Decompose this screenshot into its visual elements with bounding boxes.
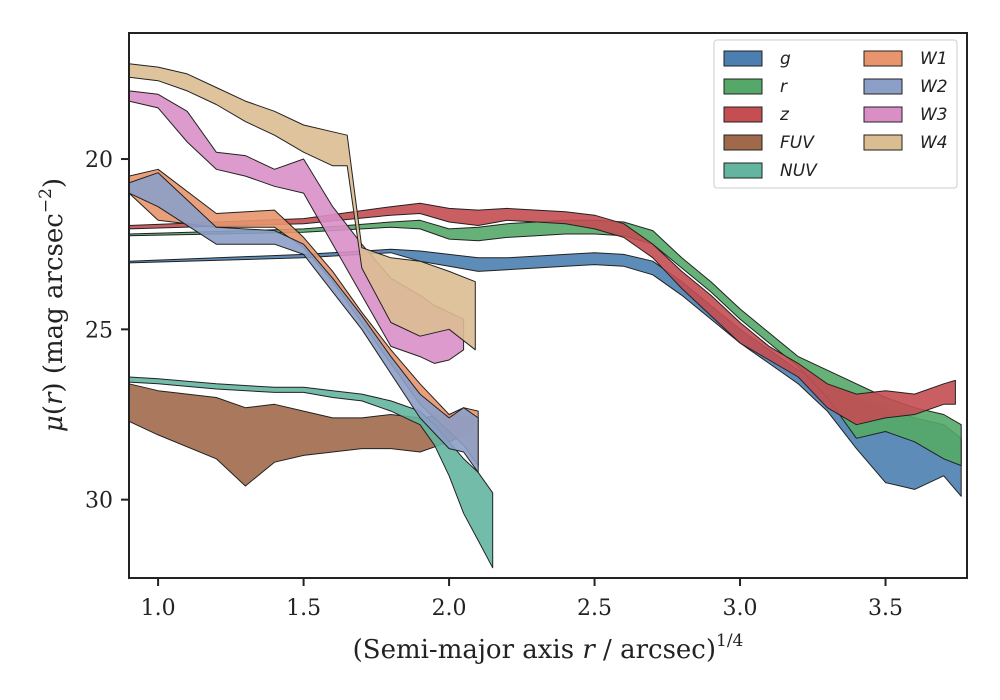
legend-swatch-w3	[863, 106, 903, 123]
band-nuv	[128, 376, 494, 569]
legend: grz FUV NUV W1 W2 W3 W4	[713, 39, 958, 189]
legend-swatch-z	[723, 106, 763, 123]
legend-swatch-fuv	[723, 134, 763, 151]
legend-label-g: g	[780, 49, 791, 69]
y-tick-label: 25	[85, 318, 113, 343]
legend-label-w1: W1	[920, 49, 948, 69]
legend-swatch-g	[723, 50, 763, 67]
legend-label-w4: W4	[920, 133, 948, 153]
x-tick-label: 2.0	[432, 596, 467, 621]
legend-label-fuv: FUV	[780, 133, 815, 153]
band-layer	[128, 63, 962, 569]
band-w4	[128, 63, 476, 351]
legend-swatch-w1	[863, 50, 903, 67]
legend-swatch-w2	[863, 78, 903, 95]
band-w2	[128, 172, 479, 473]
x-tick-label: 3.5	[868, 596, 903, 621]
legend-label-w3: W3	[920, 105, 948, 125]
legend-swatch-nuv	[723, 162, 763, 179]
legend-label-nuv: NUV	[780, 161, 818, 181]
plot-frame	[128, 32, 968, 579]
x-axis-label: (Semi-major axis r / arcsec)1/4	[353, 631, 744, 665]
tick-layer: 1.0 1.5 2.0 2.5 3.0 3.5 20 25 30	[85, 148, 903, 621]
legend-swatch-r	[723, 78, 763, 95]
y-axis-label: μ(r) (mag arcsec−2)	[36, 178, 69, 432]
x-tick-label: 1.0	[141, 596, 176, 621]
y-tick-label: 20	[85, 148, 113, 173]
legend-swatch-w4	[863, 134, 903, 151]
y-tick-label: 30	[85, 489, 113, 514]
legend-label-w2: W2	[920, 77, 948, 97]
legend-label-r: r	[780, 77, 788, 97]
x-tick-label: 2.5	[577, 596, 612, 621]
legend-box	[713, 39, 958, 189]
x-tick-label: 3.0	[723, 596, 758, 621]
x-tick-label: 1.5	[286, 596, 321, 621]
legend-label-z: z	[779, 105, 790, 125]
